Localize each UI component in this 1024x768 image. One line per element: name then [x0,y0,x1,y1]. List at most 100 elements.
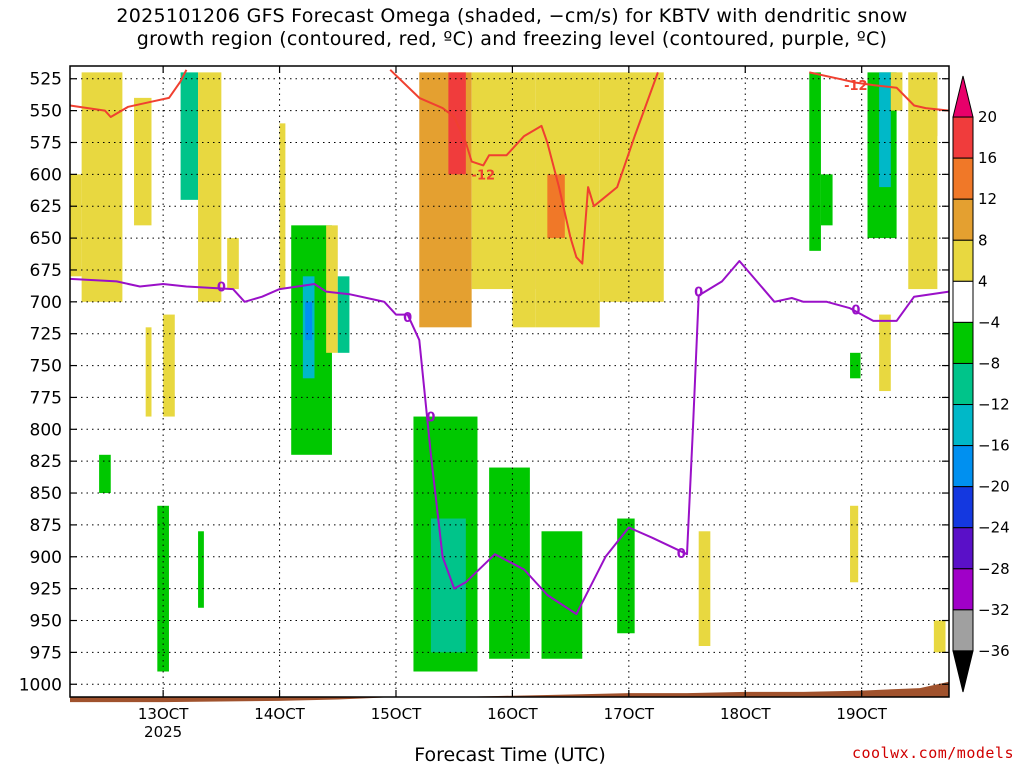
freezing-level-label: 0 [217,281,226,296]
omega-region [599,72,664,302]
colorbar-swatch [952,321,974,364]
terrain-layer [70,681,949,703]
omega-region [227,238,239,290]
colorbar-label: 4 [978,272,988,290]
colorbar-swatch [952,404,974,447]
colorbar-label: 8 [978,231,988,249]
colorbar-swatch [952,157,974,200]
colorbar-swatch [952,198,974,241]
x-tick-label: 14OCT [254,705,305,723]
axes-layer: 525 550 575 600 625 650 675 700 725 750 775 800 825 8… [19,66,949,741]
omega-region [326,225,338,353]
dgz-contour-line [389,69,659,265]
y-tick-label: 850 [30,484,62,504]
dgz-contour-label: -12 [844,79,868,94]
omega-region [305,301,313,341]
omega-shading-layer [70,72,946,672]
y-tick-label: 625 [30,197,62,217]
y-tick-label: 675 [30,261,62,281]
colorbar-swatch [952,75,974,118]
freezing-level-label: 0 [851,303,860,318]
y-tick-label: 650 [30,229,62,249]
y-tick-label: 525 [30,70,62,90]
colorbar-swatch [952,362,974,406]
freezing-level-label: 0 [694,286,703,301]
colorbar-label: −36 [978,642,1010,660]
omega-region [198,531,204,608]
omega-region [70,174,82,277]
omega-region [471,72,513,290]
omega-region [809,72,821,251]
x-axis-label: Forecast Time (UTC) [414,744,606,766]
colorbar-swatch [952,116,974,159]
y-tick-label: 750 [30,357,62,377]
colorbar-swatch [952,568,974,611]
omega-region [933,620,946,653]
omega-region [489,467,530,659]
colorbar: 20 16 12 8 4 −4 −8 −12 −16 −20 −24 −28 −32 −36 [952,75,1010,693]
chart-title-line-2: growth region (contoured, red, ºC) and f… [136,28,888,50]
omega-region [337,276,350,353]
y-tick-label: 950 [30,612,62,632]
colorbar-label: −32 [978,601,1010,619]
colorbar-label: −20 [978,478,1010,496]
colorbar-swatch [952,609,974,652]
colorbar-label: 16 [978,149,997,167]
x-tick-label: 15OCT [371,705,422,723]
colorbar-label: −12 [978,396,1010,414]
freezing-level-label: 0 [403,311,412,326]
y-tick-label: 975 [30,643,62,663]
dgz-contour-line [69,69,188,118]
colorbar-swatch [952,486,974,529]
colorbar-swatch [952,527,974,570]
colorbar-swatch [952,650,974,693]
omega-region [890,72,903,111]
omega-region [279,123,286,290]
omega-region [879,314,891,392]
y-tick-label: 600 [30,165,62,185]
dgz-contour-layer: -12 -12 [69,69,950,265]
colorbar-label: −4 [978,313,1000,331]
freezing-level-label: 0 [677,547,686,562]
y-tick-label: 875 [30,516,62,536]
x-tick-label: 17OCT [604,705,655,723]
y-tick-label: 900 [30,548,62,568]
freezing-level-line [69,260,950,616]
colorbar-swatch [952,239,974,282]
colorbar-label: −16 [978,437,1010,455]
colorbar-label: −28 [978,560,1010,578]
colorbar-label: −8 [978,354,1000,372]
dgz-contour-line [809,71,950,112]
colorbar-label: 20 [978,108,997,126]
y-tick-label: 550 [30,102,62,122]
y-tick-label: 775 [30,388,62,408]
terrain-surface [70,681,949,703]
omega-region [820,174,833,226]
omega-region [180,72,199,200]
x-tick-label: 18OCT [720,705,771,723]
omega-region [617,518,635,634]
y-tick-label: 725 [30,325,62,345]
omega-region [81,72,123,302]
chart-title-line-1: 2025101206 GFS Forecast Omega (shaded, −… [116,5,908,27]
colorbar-swatch [952,280,974,323]
y-tick-label: 825 [30,452,62,472]
omega-region [198,72,222,302]
omega-region [850,352,861,379]
freezing-level-label: 0 [426,411,435,426]
site-credit: coolwx.com/models [851,744,1014,762]
dgz-contour-label: -12 [472,168,496,183]
colorbar-label: 12 [978,190,997,208]
omega-region [850,505,859,583]
grid-layer [70,66,949,697]
omega-region [99,454,111,494]
omega-region [535,72,600,328]
x-year-label: 2025 [144,723,182,741]
x-tick-label: 19OCT [836,705,887,723]
omega-region [698,531,711,647]
plot-frame [69,65,950,698]
y-tick-label: 925 [30,580,62,600]
freezing-level-layer: 0 0 0 0 0 0 [69,260,950,616]
y-tick-label: 575 [30,133,62,153]
